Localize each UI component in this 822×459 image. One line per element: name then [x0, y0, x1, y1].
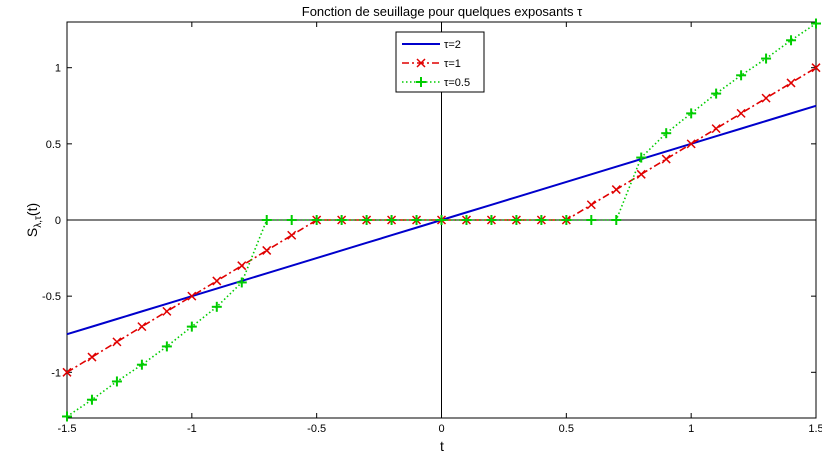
- data-point: [62, 411, 72, 422]
- chart-title: Fonction de seuillage pour quelques expo…: [302, 4, 583, 19]
- y-tick-label: -1: [51, 367, 61, 379]
- y-tick-label: -0.5: [42, 291, 61, 303]
- data-point: [361, 215, 372, 225]
- y-axis-title: Sλ,τ(t): [24, 203, 44, 237]
- data-point: [62, 367, 72, 377]
- data-point: [186, 321, 197, 332]
- data-point: [636, 169, 646, 179]
- data-point: [187, 291, 197, 301]
- data-point: [586, 215, 597, 225]
- x-tick-label: 0: [438, 423, 444, 435]
- data-point: [611, 185, 621, 195]
- data-point: [287, 230, 297, 240]
- data-point: [661, 154, 671, 164]
- y-axis-title-suffix: (t): [24, 203, 40, 216]
- x-tick-label: 1: [688, 423, 694, 435]
- y-axis-title-sub: λ,τ: [33, 216, 44, 228]
- data-point: [311, 215, 322, 225]
- data-point: [686, 139, 696, 149]
- legend-marker: [416, 77, 426, 87]
- data-point: [211, 301, 222, 312]
- legend-label: τ=1: [444, 58, 461, 70]
- data-point: [561, 215, 572, 225]
- legend: τ=2 τ=1 τ=0.5: [395, 31, 485, 93]
- data-point: [262, 245, 272, 255]
- series-layer: [62, 18, 821, 422]
- data-point: [411, 215, 422, 225]
- data-point: [236, 277, 247, 288]
- data-point: [261, 215, 272, 225]
- data-point: [761, 93, 771, 103]
- data-point: [611, 215, 622, 225]
- data-point: [161, 341, 172, 352]
- data-point: [86, 394, 97, 405]
- data-point: [111, 376, 122, 387]
- data-point: [761, 53, 772, 64]
- y-tick-label: 1: [55, 63, 61, 75]
- data-point: [87, 352, 97, 362]
- data-point: [486, 215, 497, 225]
- x-tick-label: -1: [187, 423, 197, 435]
- x-tick-label: 0.5: [559, 423, 574, 435]
- data-point: [436, 215, 447, 225]
- data-point: [811, 63, 821, 73]
- x-tick-label: 1.5: [808, 423, 822, 435]
- data-point: [711, 124, 721, 134]
- data-point: [511, 215, 522, 225]
- data-point: [162, 306, 172, 316]
- legend-marker: [416, 58, 426, 68]
- legend-label: τ=0.5: [444, 77, 470, 89]
- data-point: [711, 88, 722, 99]
- x-tick-label: -1.5: [58, 423, 77, 435]
- data-point: [686, 108, 697, 119]
- data-point: [137, 322, 147, 332]
- data-point: [136, 359, 147, 370]
- data-point: [237, 261, 247, 271]
- data-point: [536, 215, 547, 225]
- y-tick-label: 0: [55, 215, 61, 227]
- data-point: [786, 78, 796, 88]
- data-point: [636, 152, 647, 163]
- legend-box: [395, 31, 485, 93]
- data-point: [212, 276, 222, 286]
- data-point: [461, 215, 472, 225]
- data-point: [386, 215, 397, 225]
- data-point: [736, 70, 747, 81]
- data-point: [586, 200, 596, 210]
- data-point: [336, 215, 347, 225]
- data-point: [786, 35, 797, 46]
- data-point: [811, 18, 821, 29]
- ticks: -1.5 -1 -0.5 0 0.5 1 1.5 -1 -0.5 0 0.5 1: [42, 22, 822, 435]
- y-axis-title-main: S: [24, 228, 40, 237]
- legend-label: τ=2: [444, 39, 461, 51]
- y-tick-label: 0.5: [46, 139, 61, 151]
- data-point: [661, 128, 672, 139]
- data-point: [736, 108, 746, 118]
- x-axis-title: t: [440, 438, 444, 454]
- data-point: [286, 215, 297, 225]
- data-point: [112, 337, 122, 347]
- x-tick-label: -0.5: [307, 423, 326, 435]
